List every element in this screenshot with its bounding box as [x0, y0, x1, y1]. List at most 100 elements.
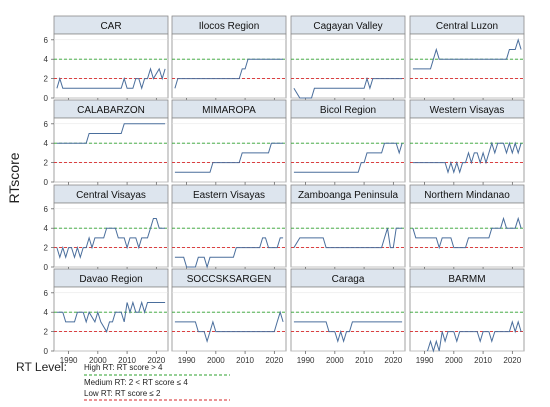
x-tick-label: 2010: [355, 356, 373, 365]
panel-western-visayas: Western Visayas: [409, 99, 525, 185]
legend-item-high-label: High RT: RT score > 4: [84, 363, 163, 372]
x-tick-label: 2020: [503, 356, 521, 365]
panel-plot-area: [409, 117, 525, 183]
panel-central-visayas: Central Visayas 0 2 4 6: [44, 184, 169, 272]
panel-plot-area: [290, 33, 406, 99]
series-line-barmm: [427, 320, 522, 353]
panel-title: Cagayan Valley: [313, 21, 382, 32]
panel-plot-area: [409, 286, 525, 352]
x-tick-label: 2020: [384, 356, 402, 365]
panel-davao-region: Davao Region 0 2 4 6 1990 2000 2010 2020: [44, 268, 169, 365]
panel-title: MIMAROPA: [202, 105, 256, 116]
x-tick-label: 2020: [265, 356, 283, 365]
y-tick-label: 2: [44, 244, 49, 253]
series-line-mimaropa: [174, 142, 284, 173]
panel-car: CAR 0 2 4 6: [44, 15, 169, 103]
series-line-soccsksargen: [174, 310, 284, 344]
panel-title: Caraga: [332, 274, 365, 285]
panel-title: Ilocos Region: [199, 21, 260, 32]
panel-plot-area: [290, 286, 406, 352]
panel-mimaropa: MIMAROPA: [171, 99, 287, 185]
x-tick-label: 1990: [416, 356, 434, 365]
series-line-zamboanga-peninsula: [293, 227, 403, 249]
x-tick-label: 2010: [474, 356, 492, 365]
small-multiples-grid: CAR 0 2 4 6 Ilocos Region Cagayan Valley Centra…: [44, 15, 525, 365]
y-tick-label: 0: [44, 347, 49, 356]
panel-plot-area: [171, 117, 287, 183]
legend-item-low: Low RT: RT score ≤ 2: [84, 389, 230, 401]
panel-title: BARMM: [448, 274, 485, 285]
x-tick-label: 2000: [326, 356, 344, 365]
y-tick-label: 6: [44, 120, 49, 129]
series-line-cagayan-valley: [293, 76, 403, 99]
series-line-caraga: [293, 321, 403, 344]
panel-plot-area: [290, 117, 406, 183]
panel-cagayan-valley: Cagayan Valley: [290, 15, 406, 101]
y-tick-label: 4: [44, 308, 49, 317]
x-tick-label: 1990: [297, 356, 315, 365]
y-tick-label: 2: [44, 328, 49, 337]
x-tick-label: 1990: [178, 356, 196, 365]
y-tick-label: 0: [44, 178, 49, 187]
series-line-bicol-region: [293, 142, 403, 173]
series-line-central-visayas: [56, 218, 166, 260]
series-line-davao-region: [56, 300, 166, 333]
panel-ilocos-region: Ilocos Region: [171, 15, 287, 101]
y-tick-label: 2: [44, 75, 49, 84]
legend: RT Level: High RT: RT score > 4 Medium R…: [16, 360, 230, 401]
legend-item-high: High RT: RT score > 4: [84, 363, 230, 376]
panel-plot-area: [171, 202, 287, 268]
series-line-calabarzon: [56, 123, 166, 144]
legend-item-low-label: Low RT: RT score ≤ 2: [84, 389, 161, 398]
panel-zamboanga-peninsula: Zamboanga Peninsula: [290, 184, 406, 270]
y-axis-label: RTscore: [6, 152, 22, 203]
panel-title: CAR: [100, 21, 121, 32]
y-tick-label: 0: [44, 263, 49, 272]
panel-calabarzon: CALABARZON 0 2 4 6: [44, 99, 169, 187]
panel-plot-area: [171, 33, 287, 99]
panel-title: Central Luzon: [436, 21, 498, 32]
series-line-ilocos-region: [174, 58, 284, 89]
panel-plot-area: [53, 286, 169, 352]
panel-central-luzon: Central Luzon: [409, 15, 525, 101]
x-tick-label: 2000: [89, 356, 107, 365]
panel-title: Zamboanga Peninsula: [298, 190, 399, 201]
panel-title: Western Visayas: [430, 105, 505, 116]
legend-item-medium: Medium RT: 2 < RT score ≤ 4: [84, 378, 188, 387]
panel-plot-area: [171, 286, 287, 352]
series-line-central-luzon: [412, 38, 522, 70]
panel-northern-mindanao: Northern Mindanao: [409, 184, 525, 270]
y-tick-label: 4: [44, 224, 49, 233]
panel-plot-area: [290, 202, 406, 268]
y-tick-label: 0: [44, 94, 49, 103]
panel-title: SOCCSKSARGEN: [187, 274, 271, 285]
legend-title: RT Level:: [16, 360, 67, 374]
panel-bicol-region: Bicol Region: [290, 99, 406, 185]
panel-soccsksargen: SOCCSKSARGEN 1990 2000 2010 2020: [171, 268, 287, 365]
series-line-eastern-visayas: [174, 237, 284, 269]
y-tick-label: 6: [44, 289, 49, 298]
panel-title: Bicol Region: [320, 105, 376, 116]
panel-plot-area: [409, 202, 525, 268]
panel-caraga: Caraga 1990 2000 2010 2020: [290, 268, 406, 365]
series-line-car: [56, 67, 166, 91]
panel-eastern-visayas: Eastern Visayas: [171, 184, 287, 270]
x-tick-label: 2010: [118, 356, 136, 365]
panel-title: Central Visayas: [76, 190, 146, 201]
panel-plot-area: [409, 33, 525, 99]
x-tick-label: 2000: [207, 356, 225, 365]
panel-title: Davao Region: [79, 274, 142, 285]
y-tick-label: 6: [44, 205, 49, 214]
panel-title: CALABARZON: [77, 105, 145, 116]
x-tick-label: 2020: [147, 356, 165, 365]
panel-plot-area: [53, 117, 169, 183]
y-tick-label: 2: [44, 159, 49, 168]
x-tick-label: 2000: [445, 356, 463, 365]
panel-barmm: BARMM 1990 2000 2010 2020: [409, 268, 525, 365]
panel-title: Eastern Visayas: [193, 190, 265, 201]
x-tick-label: 2010: [236, 356, 254, 365]
x-tick-label: 1990: [60, 356, 78, 365]
y-tick-label: 6: [44, 36, 49, 45]
